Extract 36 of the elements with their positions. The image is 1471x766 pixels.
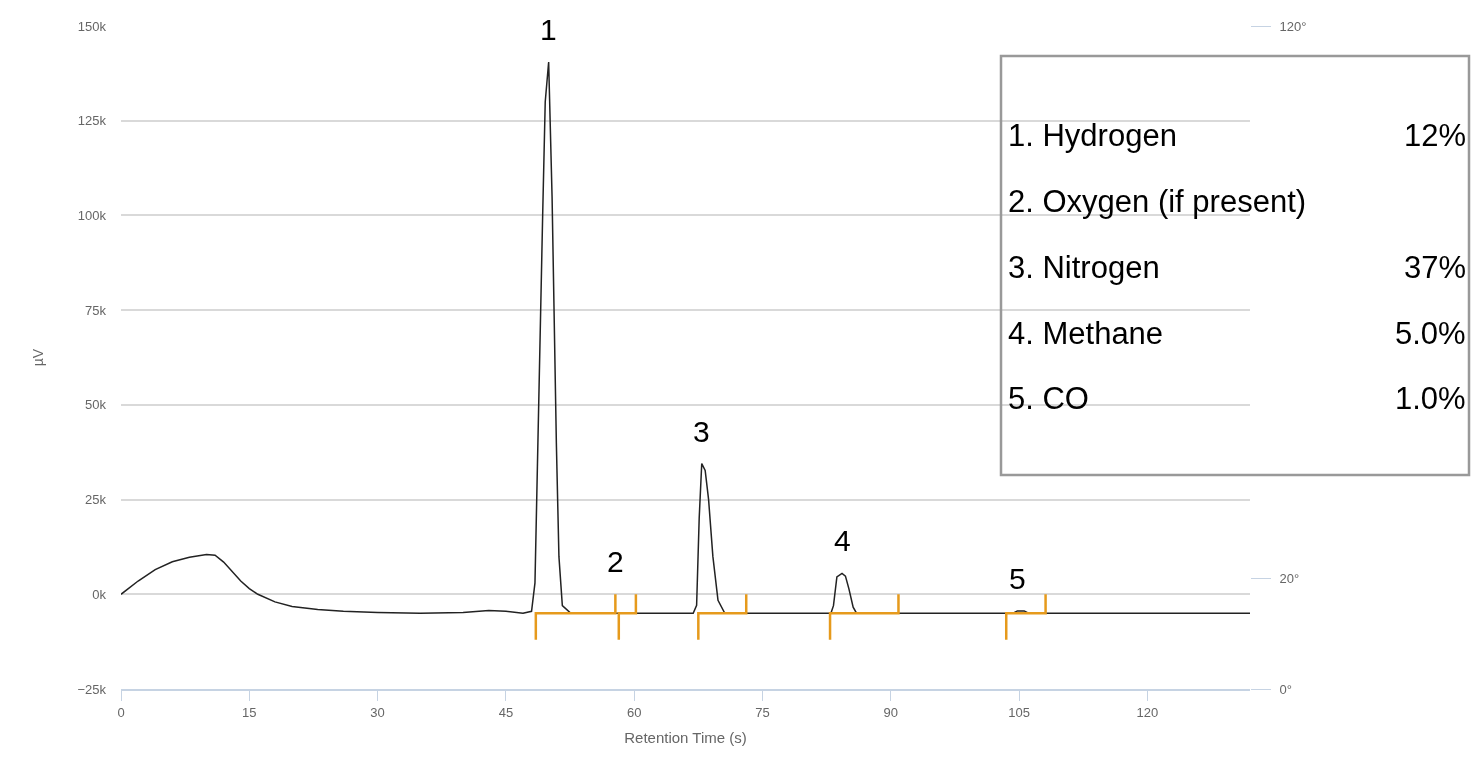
y-tick-label: 125k bbox=[77, 113, 107, 129]
y2-tick-label: 0° bbox=[1279, 681, 1293, 697]
y-tick-label: 25k bbox=[85, 492, 107, 508]
text: 12% bbox=[1404, 118, 1467, 153]
annotation: 3 bbox=[693, 415, 710, 448]
y2-tick-label: 20° bbox=[1279, 571, 1300, 587]
annotation: 3. Nitrogen bbox=[1008, 250, 1160, 285]
x-tick-label: 60 bbox=[626, 704, 642, 720]
x-tick-label: 105 bbox=[1008, 704, 1030, 720]
y-axis-title: µV bbox=[30, 348, 47, 367]
annotation: 2. Oxygen (if present) bbox=[1008, 184, 1307, 219]
text: 37% bbox=[1404, 250, 1467, 285]
x-tick-label: 90 bbox=[883, 704, 898, 720]
annotation: 1 bbox=[540, 13, 557, 46]
annotation: 5 bbox=[1009, 562, 1026, 595]
y-tick-label: 100k bbox=[77, 207, 107, 223]
annotation: 4 bbox=[834, 524, 851, 557]
annotation: 2 bbox=[607, 545, 624, 578]
x-tick-label: 15 bbox=[242, 704, 257, 720]
text: 5.0% bbox=[1395, 316, 1466, 351]
x-tick-label: 120 bbox=[1136, 704, 1159, 720]
annotation: 1. Hydrogen bbox=[1008, 118, 1177, 153]
x-axis-title: Retention Time (s) bbox=[624, 729, 747, 747]
y-tick-label: 75k bbox=[85, 302, 107, 318]
y2-tick-label: 120° bbox=[1279, 18, 1307, 34]
text: 1.0% bbox=[1395, 381, 1466, 416]
annotation: 5. CO bbox=[1008, 381, 1089, 416]
x-tick-label: 30 bbox=[370, 704, 385, 720]
annotation: 4. Methane bbox=[1008, 316, 1164, 351]
y-tick-label: 150k bbox=[77, 18, 107, 34]
x-tick-label: 0 bbox=[117, 704, 125, 720]
x-tick-label: 75 bbox=[755, 704, 770, 720]
x-tick-label: 45 bbox=[498, 704, 514, 720]
y-tick-label: 50k bbox=[85, 397, 107, 413]
y-tick-label: −25k bbox=[77, 681, 107, 697]
y-tick-label: 0k bbox=[92, 586, 107, 602]
